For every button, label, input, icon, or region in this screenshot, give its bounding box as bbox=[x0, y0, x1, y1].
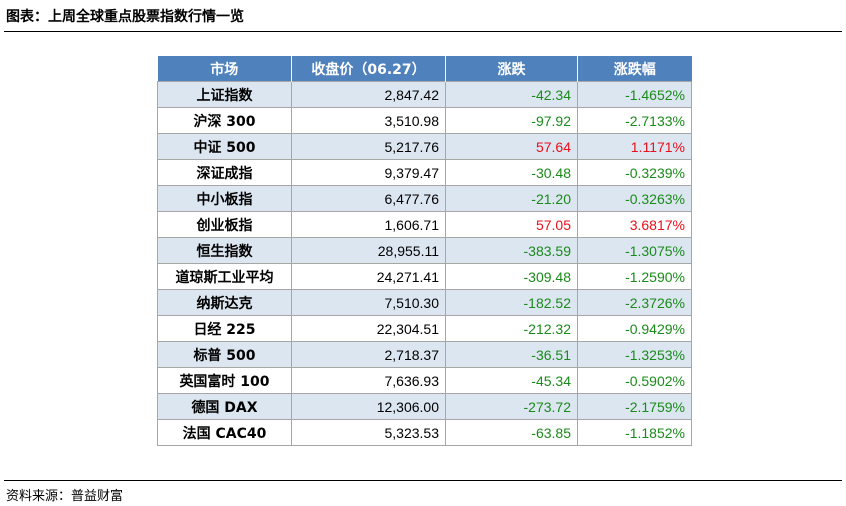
market-name-cell: 法国 CAC40 bbox=[157, 419, 292, 446]
market-name-cell: 道琼斯工业平均 bbox=[157, 263, 292, 290]
table-row: 标普 500 2,718.37 -36.51 -1.3253% bbox=[157, 341, 692, 368]
change-cell: 57.64 bbox=[445, 133, 578, 160]
market-name-cell: 沪深 300 bbox=[157, 107, 292, 134]
table-row: 创业板指 1,606.71 57.05 3.6817% bbox=[157, 211, 692, 238]
market-name-cell: 德国 DAX bbox=[157, 393, 292, 420]
pct-change-cell: -1.2590% bbox=[577, 263, 692, 290]
market-name-cell: 纳斯达克 bbox=[157, 289, 292, 316]
close-price-cell: 2,847.42 bbox=[291, 81, 446, 108]
change-cell: -273.72 bbox=[445, 393, 578, 420]
change-cell: -36.51 bbox=[445, 341, 578, 368]
table-row: 沪深 300 3,510.98 -97.92 -2.7133% bbox=[157, 107, 692, 134]
pct-change-cell: -1.3253% bbox=[577, 341, 692, 368]
pct-change-cell: -0.5902% bbox=[577, 367, 692, 394]
close-price-cell: 3,510.98 bbox=[291, 107, 446, 134]
close-price-cell: 12,306.00 bbox=[291, 393, 446, 420]
market-index-table: 市场 收盘价（06.27） 涨跌 涨跌幅 上证指数 2,847.42 -42.34-… bbox=[157, 56, 692, 446]
change-cell: -42.34 bbox=[445, 81, 578, 108]
market-name-cell: 恒生指数 bbox=[157, 237, 292, 264]
table-row: 道琼斯工业平均 24,271.41 -309.48 -1.2590% bbox=[157, 263, 692, 290]
market-name-cell: 中证 500 bbox=[157, 133, 292, 160]
close-price-cell: 5,217.76 bbox=[291, 133, 446, 160]
header-close: 收盘价（06.27） bbox=[291, 56, 446, 82]
pct-change-cell: -0.3239% bbox=[577, 159, 692, 186]
table-row: 中证 500 5,217.76 57.64 1.1171% bbox=[157, 133, 692, 160]
table-row: 深证成指 9,379.47 -30.48 -0.3239% bbox=[157, 159, 692, 186]
source-note: 资料来源：普益财富 bbox=[6, 489, 124, 504]
header-market: 市场 bbox=[157, 56, 292, 82]
change-cell: -212.32 bbox=[445, 315, 578, 342]
change-cell: -383.59 bbox=[445, 237, 578, 264]
pct-change-cell: 3.6817% bbox=[577, 211, 692, 238]
pct-change-cell: -2.7133% bbox=[577, 107, 692, 134]
pct-change-cell: -1.3075% bbox=[577, 237, 692, 264]
close-price-cell: 5,323.53 bbox=[291, 419, 446, 446]
change-cell: -21.20 bbox=[445, 185, 578, 212]
figure-title: 图表：上周全球重点股票指数行情一览 bbox=[6, 9, 244, 25]
close-price-cell: 2,718.37 bbox=[291, 341, 446, 368]
change-cell: -45.34 bbox=[445, 367, 578, 394]
market-name-cell: 标普 500 bbox=[157, 341, 292, 368]
header-change: 涨跌 bbox=[445, 56, 578, 82]
close-price-cell: 7,636.93 bbox=[291, 367, 446, 394]
market-name-cell: 深证成指 bbox=[157, 159, 292, 186]
table-row: 中小板指 6,477.76 -21.20 -0.3263% bbox=[157, 185, 692, 212]
table-row: 英国富时 100 7,636.93 -45.34 -0.5902% bbox=[157, 367, 692, 394]
table-row: 法国 CAC40 5,323.53 -63.85 -1.1852% bbox=[157, 419, 692, 446]
pct-change-cell: -2.3726% bbox=[577, 289, 692, 316]
pct-change-cell: -1.4652% bbox=[577, 81, 692, 108]
change-cell: -30.48 bbox=[445, 159, 578, 186]
change-cell: 57.05 bbox=[445, 211, 578, 238]
pct-change-cell: 1.1171% bbox=[577, 133, 692, 160]
close-price-cell: 9,379.47 bbox=[291, 159, 446, 186]
change-cell: -97.92 bbox=[445, 107, 578, 134]
market-name-cell: 英国富时 100 bbox=[157, 367, 292, 394]
market-name-cell: 日经 225 bbox=[157, 315, 292, 342]
change-cell: -309.48 bbox=[445, 263, 578, 290]
table-row: 上证指数 2,847.42 -42.34 -1.4652% bbox=[157, 81, 692, 108]
pct-change-cell: -1.1852% bbox=[577, 419, 692, 446]
close-price-cell: 24,271.41 bbox=[291, 263, 446, 290]
close-price-cell: 6,477.76 bbox=[291, 185, 446, 212]
table-header-row: 市场 收盘价（06.27） 涨跌 涨跌幅 bbox=[157, 56, 692, 82]
pct-change-cell: -0.3263% bbox=[577, 185, 692, 212]
top-divider bbox=[4, 31, 842, 32]
close-price-cell: 1,606.71 bbox=[291, 211, 446, 238]
market-name-cell: 创业板指 bbox=[157, 211, 292, 238]
close-price-cell: 7,510.30 bbox=[291, 289, 446, 316]
header-pct-change: 涨跌幅 bbox=[577, 56, 692, 82]
pct-change-cell: -0.9429% bbox=[577, 315, 692, 342]
table-row: 恒生指数 28,955.11 -383.59 -1.3075% bbox=[157, 237, 692, 264]
change-cell: -182.52 bbox=[445, 289, 578, 316]
table-row: 纳斯达克 7,510.30 -182.52 -2.3726% bbox=[157, 289, 692, 316]
pct-change-cell: -2.1759% bbox=[577, 393, 692, 420]
market-name-cell: 上证指数 bbox=[157, 81, 292, 108]
close-price-cell: 22,304.51 bbox=[291, 315, 446, 342]
table-row: 日经 225 22,304.51 -212.32 -0.9429% bbox=[157, 315, 692, 342]
change-cell: -63.85 bbox=[445, 419, 578, 446]
bottom-divider bbox=[4, 480, 842, 481]
market-name-cell: 中小板指 bbox=[157, 185, 292, 212]
close-price-cell: 28,955.11 bbox=[291, 237, 446, 264]
table-row: 德国 DAX 12,306.00 -273.72 -2.1759% bbox=[157, 393, 692, 420]
